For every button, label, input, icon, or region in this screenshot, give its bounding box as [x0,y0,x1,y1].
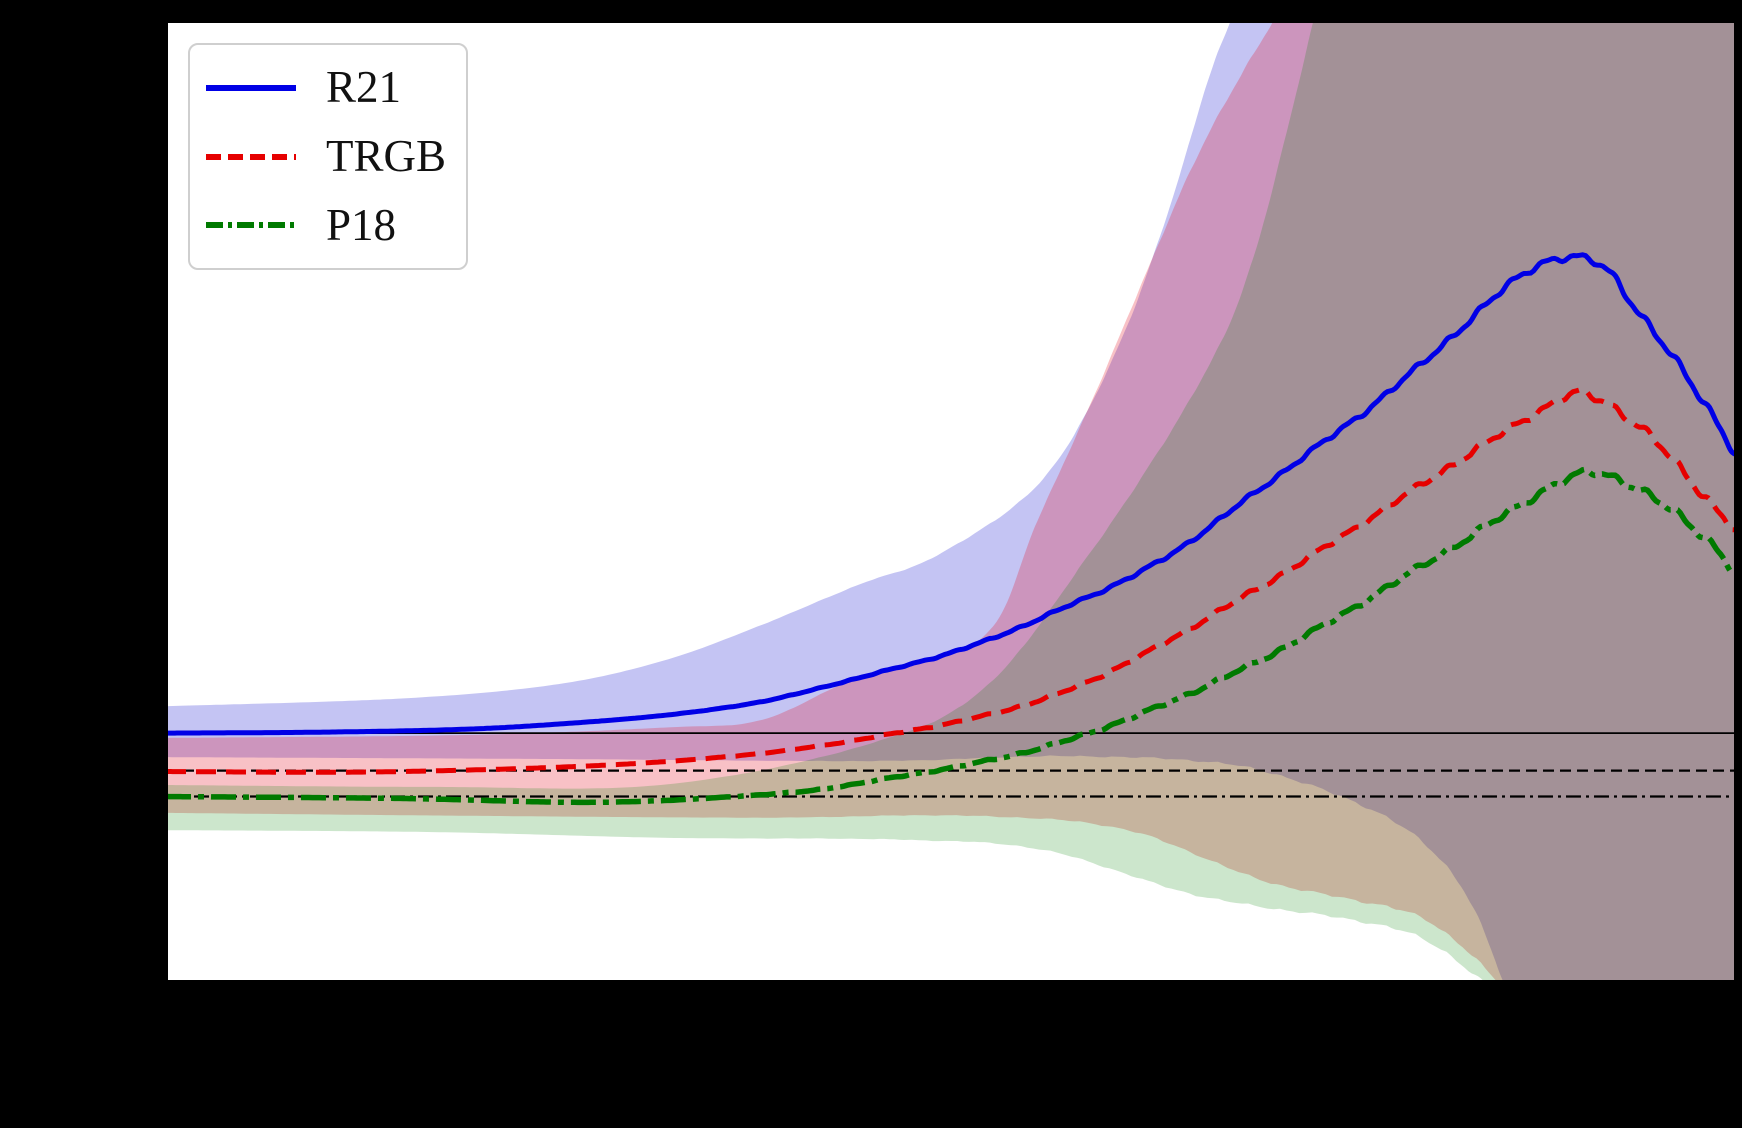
plot-area: R21 TRGB P18 [166,21,1736,982]
legend-line-sample-dashdot [206,222,296,229]
legend-label-p18: P18 [326,199,397,250]
legend: R21 TRGB P18 [188,43,469,271]
legend-line-sample-dashed [206,153,296,160]
legend-label-r21: R21 [326,62,402,112]
legend-item-trgb: TRGB [204,131,446,183]
legend-line-sample-solid [206,84,296,91]
legend-label-trgb: TRGB [326,130,447,181]
chart-svg [166,21,1736,982]
legend-item-r21: R21 [204,62,446,114]
legend-item-p18: P18 [204,200,446,252]
